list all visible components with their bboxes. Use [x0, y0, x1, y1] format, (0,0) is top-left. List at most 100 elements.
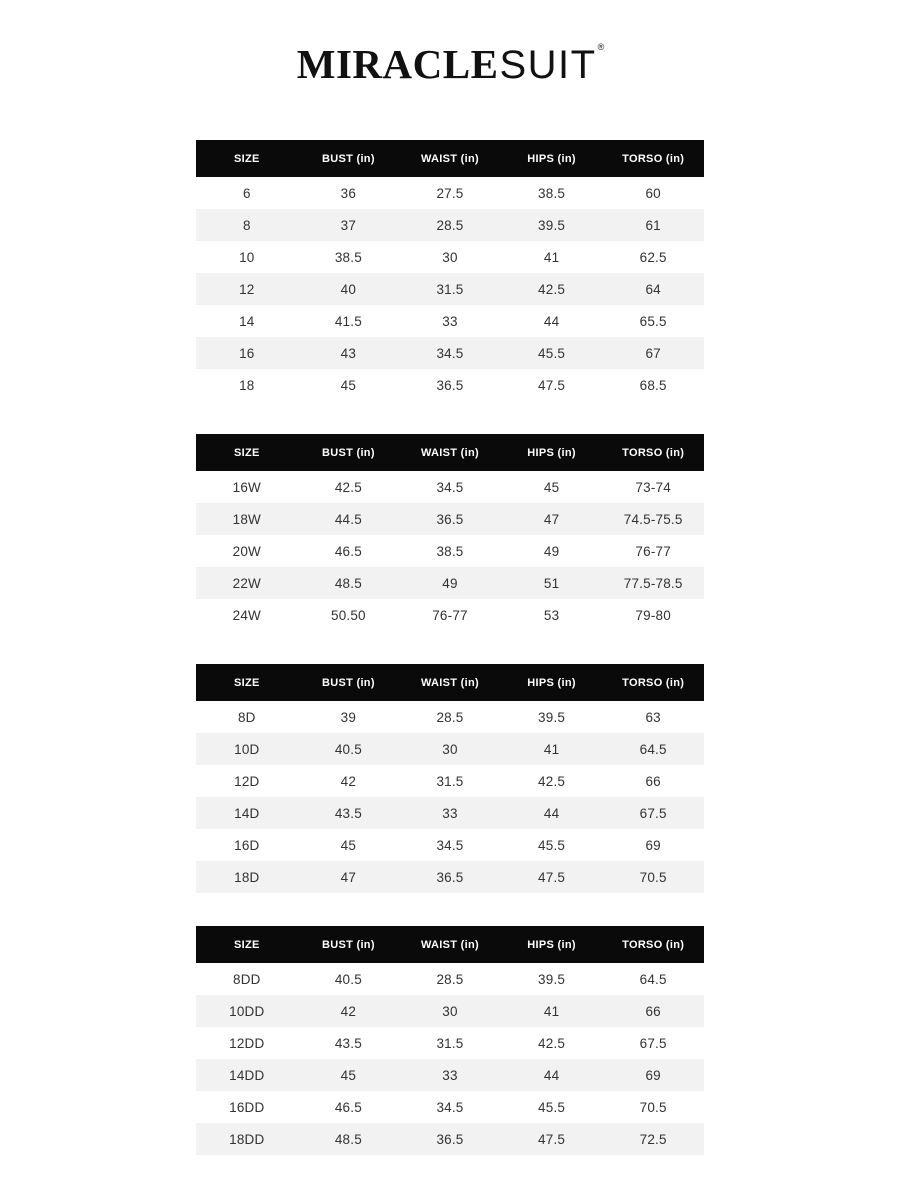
cell-torso: 69 [602, 829, 704, 861]
cell-size: 16 [196, 337, 298, 369]
table-row: 12 40 31.5 42.5 64 [196, 273, 704, 305]
header-row: SIZE BUST (in) WAIST (in) HIPS (in) TORS… [196, 926, 704, 963]
table-header-d-cup: SIZE BUST (in) WAIST (in) HIPS (in) TORS… [196, 664, 704, 701]
cell-waist: 33 [399, 1059, 501, 1091]
table-row: 18D 47 36.5 47.5 70.5 [196, 861, 704, 893]
cell-size: 22W [196, 567, 298, 599]
cell-hips: 44 [500, 797, 603, 829]
cell-size: 24W [196, 599, 298, 631]
cell-size: 12D [196, 765, 298, 797]
table-row: 22W 48.5 49 51 77.5-78.5 [196, 567, 704, 599]
cell-bust: 39 [297, 701, 400, 733]
size-table-plus: SIZE BUST (in) WAIST (in) HIPS (in) TORS… [196, 434, 704, 631]
column-header-size: SIZE [196, 140, 298, 177]
cell-hips: 53 [500, 599, 603, 631]
cell-size: 12 [196, 273, 298, 305]
table-row: 16DD 46.5 34.5 45.5 70.5 [196, 1091, 704, 1123]
cell-bust: 48.5 [297, 1123, 400, 1155]
table-row: 10DD 42 30 41 66 [196, 995, 704, 1027]
table-row: 14DD 45 33 44 69 [196, 1059, 704, 1091]
cell-waist: 31.5 [399, 765, 501, 797]
column-header-torso: TORSO (in) [602, 140, 704, 177]
cell-torso: 67 [602, 337, 704, 369]
column-header-hips: HIPS (in) [500, 664, 603, 701]
cell-size: 14 [196, 305, 298, 337]
size-table-misses: SIZE BUST (in) WAIST (in) HIPS (in) TORS… [196, 140, 704, 401]
cell-waist: 38.5 [399, 535, 501, 567]
cell-hips: 42.5 [500, 1027, 603, 1059]
cell-bust: 36 [297, 177, 400, 209]
cell-torso: 66 [602, 765, 704, 797]
header-row: SIZE BUST (in) WAIST (in) HIPS (in) TORS… [196, 140, 704, 177]
table-row: 8D 39 28.5 39.5 63 [196, 701, 704, 733]
table-row: 8 37 28.5 39.5 61 [196, 209, 704, 241]
cell-hips: 51 [500, 567, 603, 599]
table-row: 10 38.5 30 41 62.5 [196, 241, 704, 273]
column-header-size: SIZE [196, 434, 298, 471]
cell-size: 18D [196, 861, 298, 893]
cell-waist: 31.5 [399, 1027, 501, 1059]
cell-torso: 69 [602, 1059, 704, 1091]
cell-bust: 40 [297, 273, 400, 305]
column-header-hips: HIPS (in) [500, 434, 603, 471]
table-row: 16W 42.5 34.5 45 73-74 [196, 471, 704, 503]
cell-torso: 65.5 [602, 305, 704, 337]
column-header-size: SIZE [196, 664, 298, 701]
table-row: 16D 45 34.5 45.5 69 [196, 829, 704, 861]
cell-hips: 41 [500, 733, 603, 765]
cell-waist: 34.5 [399, 829, 501, 861]
cell-size: 18 [196, 369, 298, 401]
cell-waist: 34.5 [399, 337, 501, 369]
table-row: 18DD 48.5 36.5 47.5 72.5 [196, 1123, 704, 1155]
table-row: 18W 44.5 36.5 47 74.5-75.5 [196, 503, 704, 535]
cell-bust: 40.5 [297, 963, 400, 995]
registered-trademark-icon: ® [597, 41, 605, 52]
table-header-misses: SIZE BUST (in) WAIST (in) HIPS (in) TORS… [196, 140, 704, 177]
cell-hips: 49 [500, 535, 603, 567]
cell-torso: 64 [602, 273, 704, 305]
cell-bust: 43.5 [297, 797, 400, 829]
cell-bust: 45 [297, 829, 400, 861]
table-body-misses: 6 36 27.5 38.5 60 8 37 28.5 39.5 61 10 3… [196, 177, 704, 401]
cell-bust: 37 [297, 209, 400, 241]
cell-hips: 39.5 [500, 963, 603, 995]
cell-hips: 42.5 [500, 273, 603, 305]
cell-waist: 36.5 [399, 369, 501, 401]
cell-torso: 76-77 [602, 535, 704, 567]
column-header-torso: TORSO (in) [602, 664, 704, 701]
cell-size: 10DD [196, 995, 298, 1027]
table-row: 12D 42 31.5 42.5 66 [196, 765, 704, 797]
header-row: SIZE BUST (in) WAIST (in) HIPS (in) TORS… [196, 664, 704, 701]
table-body-d-cup: 8D 39 28.5 39.5 63 10D 40.5 30 41 64.5 1… [196, 701, 704, 893]
cell-torso: 64.5 [602, 963, 704, 995]
column-header-size: SIZE [196, 926, 298, 963]
table-header-plus: SIZE BUST (in) WAIST (in) HIPS (in) TORS… [196, 434, 704, 471]
cell-bust: 45 [297, 369, 400, 401]
cell-torso: 68.5 [602, 369, 704, 401]
cell-bust: 43.5 [297, 1027, 400, 1059]
cell-waist: 34.5 [399, 471, 501, 503]
cell-bust: 42 [297, 765, 400, 797]
table-row: 10D 40.5 30 41 64.5 [196, 733, 704, 765]
table-body-dd-cup: 8DD 40.5 28.5 39.5 64.5 10DD 42 30 41 66… [196, 963, 704, 1155]
cell-hips: 47.5 [500, 369, 603, 401]
cell-size: 18DD [196, 1123, 298, 1155]
table-row: 14D 43.5 33 44 67.5 [196, 797, 704, 829]
brand-header: MIRACLESUIT® [0, 0, 900, 85]
cell-size: 10 [196, 241, 298, 273]
cell-torso: 62.5 [602, 241, 704, 273]
cell-bust: 38.5 [297, 241, 400, 273]
cell-waist: 36.5 [399, 861, 501, 893]
table-header-dd-cup: SIZE BUST (in) WAIST (in) HIPS (in) TORS… [196, 926, 704, 963]
column-header-bust: BUST (in) [297, 664, 400, 701]
cell-size: 16D [196, 829, 298, 861]
cell-hips: 47.5 [500, 861, 603, 893]
table-row: 16 43 34.5 45.5 67 [196, 337, 704, 369]
cell-hips: 45 [500, 471, 603, 503]
cell-waist: 76-77 [399, 599, 501, 631]
column-header-waist: WAIST (in) [399, 434, 501, 471]
cell-size: 12DD [196, 1027, 298, 1059]
table-row: 14 41.5 33 44 65.5 [196, 305, 704, 337]
cell-bust: 43 [297, 337, 400, 369]
